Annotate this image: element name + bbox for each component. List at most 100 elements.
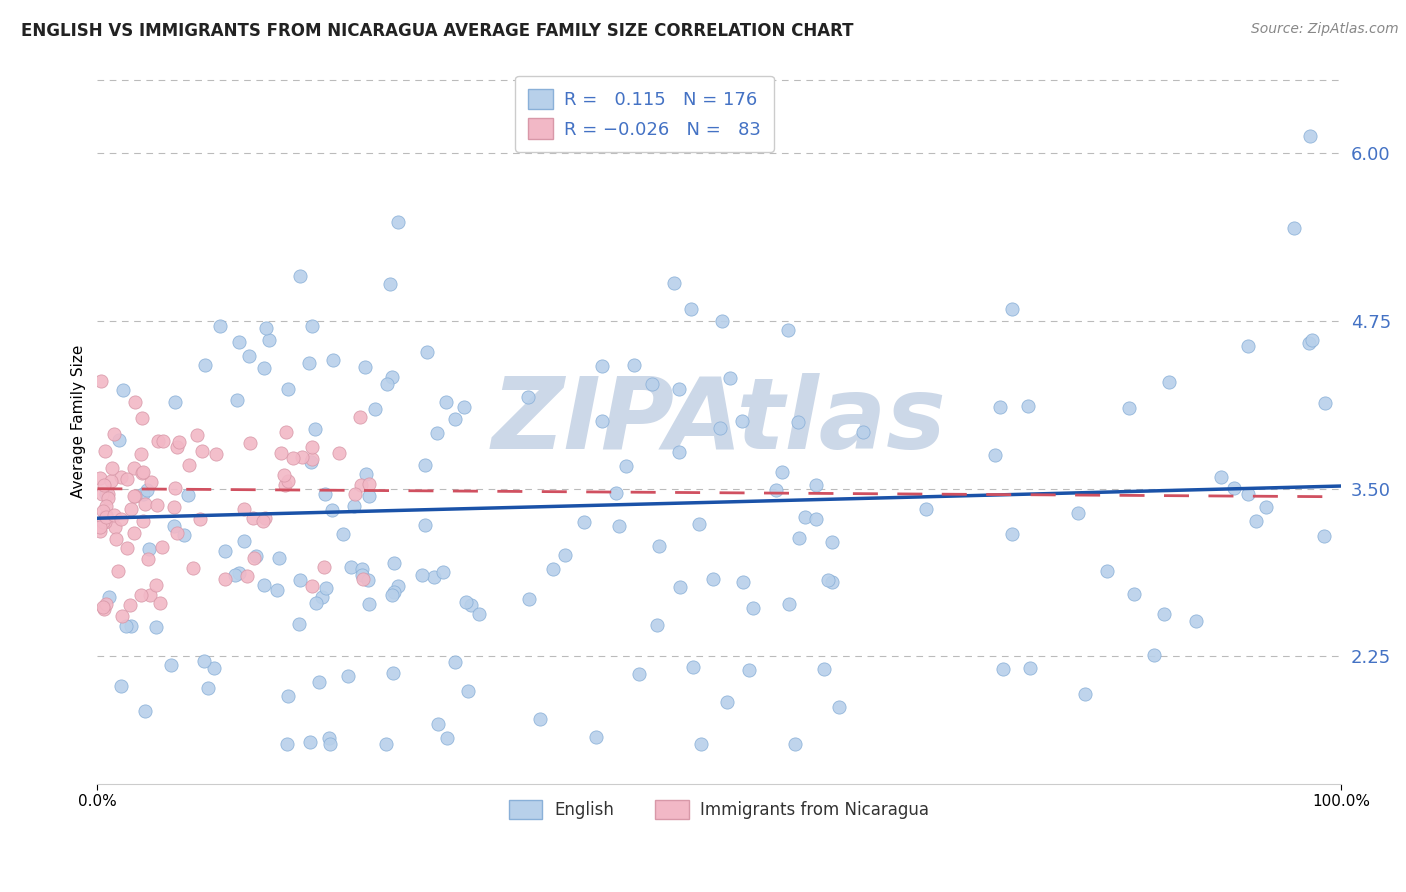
Point <box>375 737 398 751</box>
Point <box>1237 339 1260 353</box>
Point <box>529 712 551 726</box>
Point <box>682 660 704 674</box>
Point <box>322 353 344 368</box>
Point <box>94 499 117 513</box>
Point <box>731 574 754 589</box>
Point <box>283 451 305 466</box>
Point <box>1254 500 1277 514</box>
Point <box>411 568 433 582</box>
Point <box>277 690 299 704</box>
Point <box>828 700 851 714</box>
Point <box>645 617 668 632</box>
Point <box>641 376 664 391</box>
Point <box>97 491 120 505</box>
Point <box>804 512 827 526</box>
Point <box>456 595 478 609</box>
Point <box>1074 687 1097 701</box>
Point <box>352 568 374 582</box>
Point <box>290 573 312 587</box>
Point <box>1313 395 1336 409</box>
Point <box>94 597 117 611</box>
Point <box>517 390 540 404</box>
Point <box>267 551 290 566</box>
Point <box>100 474 122 488</box>
Point <box>129 588 152 602</box>
Point <box>354 467 377 481</box>
Point <box>134 704 156 718</box>
Point <box>668 444 690 458</box>
Point <box>1067 506 1090 520</box>
Point <box>984 449 1007 463</box>
Point <box>591 414 613 428</box>
Point <box>915 501 938 516</box>
Point <box>363 402 385 417</box>
Point <box>770 465 793 479</box>
Point <box>517 591 540 606</box>
Point <box>301 440 323 454</box>
Point <box>709 421 731 435</box>
Point <box>193 654 215 668</box>
Point <box>235 569 257 583</box>
Point <box>357 477 380 491</box>
Point <box>91 504 114 518</box>
Point <box>319 737 342 751</box>
Point <box>94 510 117 524</box>
Point <box>132 487 155 501</box>
Text: Source: ZipAtlas.com: Source: ZipAtlas.com <box>1251 22 1399 37</box>
Point <box>103 427 125 442</box>
Point <box>806 478 828 492</box>
Point <box>188 512 211 526</box>
Point <box>568 136 591 150</box>
Point <box>131 514 153 528</box>
Point <box>94 443 117 458</box>
Point <box>585 730 607 744</box>
Point <box>179 458 201 472</box>
Point <box>205 447 228 461</box>
Point <box>288 617 311 632</box>
Point <box>378 277 401 292</box>
Point <box>318 731 340 745</box>
Point <box>1095 564 1118 578</box>
Point <box>354 360 377 375</box>
Point <box>226 393 249 408</box>
Point <box>233 502 256 516</box>
Point <box>432 566 454 580</box>
Point <box>301 451 323 466</box>
Point <box>731 414 754 428</box>
Point <box>274 425 297 439</box>
Point <box>96 509 118 524</box>
Point <box>1019 661 1042 675</box>
Point <box>110 470 132 484</box>
Point <box>115 541 138 556</box>
Point <box>821 535 844 549</box>
Point <box>1313 529 1336 543</box>
Point <box>91 515 114 529</box>
Point <box>141 475 163 490</box>
Point <box>254 321 277 335</box>
Point <box>242 511 264 525</box>
Point <box>194 358 217 372</box>
Point <box>328 446 350 460</box>
Point <box>94 486 117 500</box>
Point <box>382 556 405 570</box>
Point <box>163 518 186 533</box>
Point <box>416 345 439 359</box>
Point <box>605 485 627 500</box>
Point <box>1282 221 1305 235</box>
Point <box>104 520 127 534</box>
Legend: English, Immigrants from Nicaragua: English, Immigrants from Nicaragua <box>502 794 936 826</box>
Point <box>444 412 467 426</box>
Point <box>94 508 117 522</box>
Point <box>312 559 335 574</box>
Point <box>131 447 153 461</box>
Point <box>357 573 380 587</box>
Point <box>114 619 136 633</box>
Point <box>146 434 169 448</box>
Point <box>239 435 262 450</box>
Point <box>94 515 117 529</box>
Point <box>105 532 128 546</box>
Point <box>852 425 875 440</box>
Point <box>245 549 267 563</box>
Point <box>274 478 297 492</box>
Point <box>163 481 186 495</box>
